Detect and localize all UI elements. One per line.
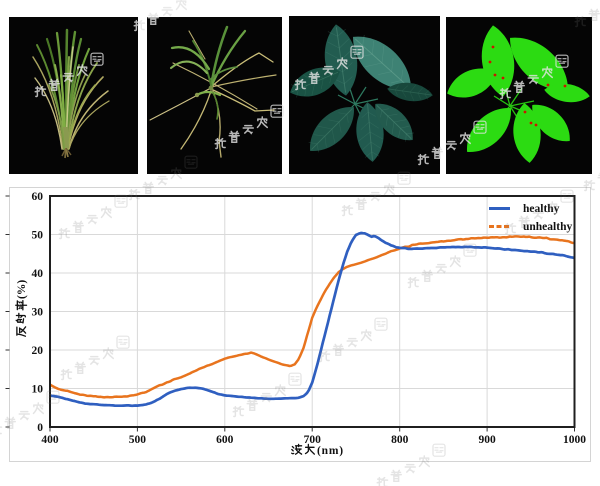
svg-text:40: 40 bbox=[32, 268, 44, 280]
svg-text:700: 700 bbox=[304, 434, 322, 446]
svg-text:(%): (%) bbox=[16, 280, 28, 299]
svg-text:900: 900 bbox=[478, 434, 496, 446]
svg-text:30: 30 bbox=[32, 306, 44, 318]
svg-text:1000: 1000 bbox=[563, 434, 586, 446]
svg-text:800: 800 bbox=[391, 434, 409, 446]
svg-text:600: 600 bbox=[216, 434, 234, 446]
svg-text:10: 10 bbox=[32, 383, 44, 395]
svg-text:unhealthy: unhealthy bbox=[523, 221, 572, 233]
svg-text:(nm): (nm) bbox=[317, 445, 344, 457]
svg-text:400: 400 bbox=[41, 434, 59, 446]
svg-text:50: 50 bbox=[32, 229, 44, 241]
svg-text:60: 60 bbox=[32, 191, 44, 203]
svg-text:0: 0 bbox=[37, 422, 43, 434]
svg-text:20: 20 bbox=[32, 345, 44, 357]
svg-text:500: 500 bbox=[129, 434, 147, 446]
